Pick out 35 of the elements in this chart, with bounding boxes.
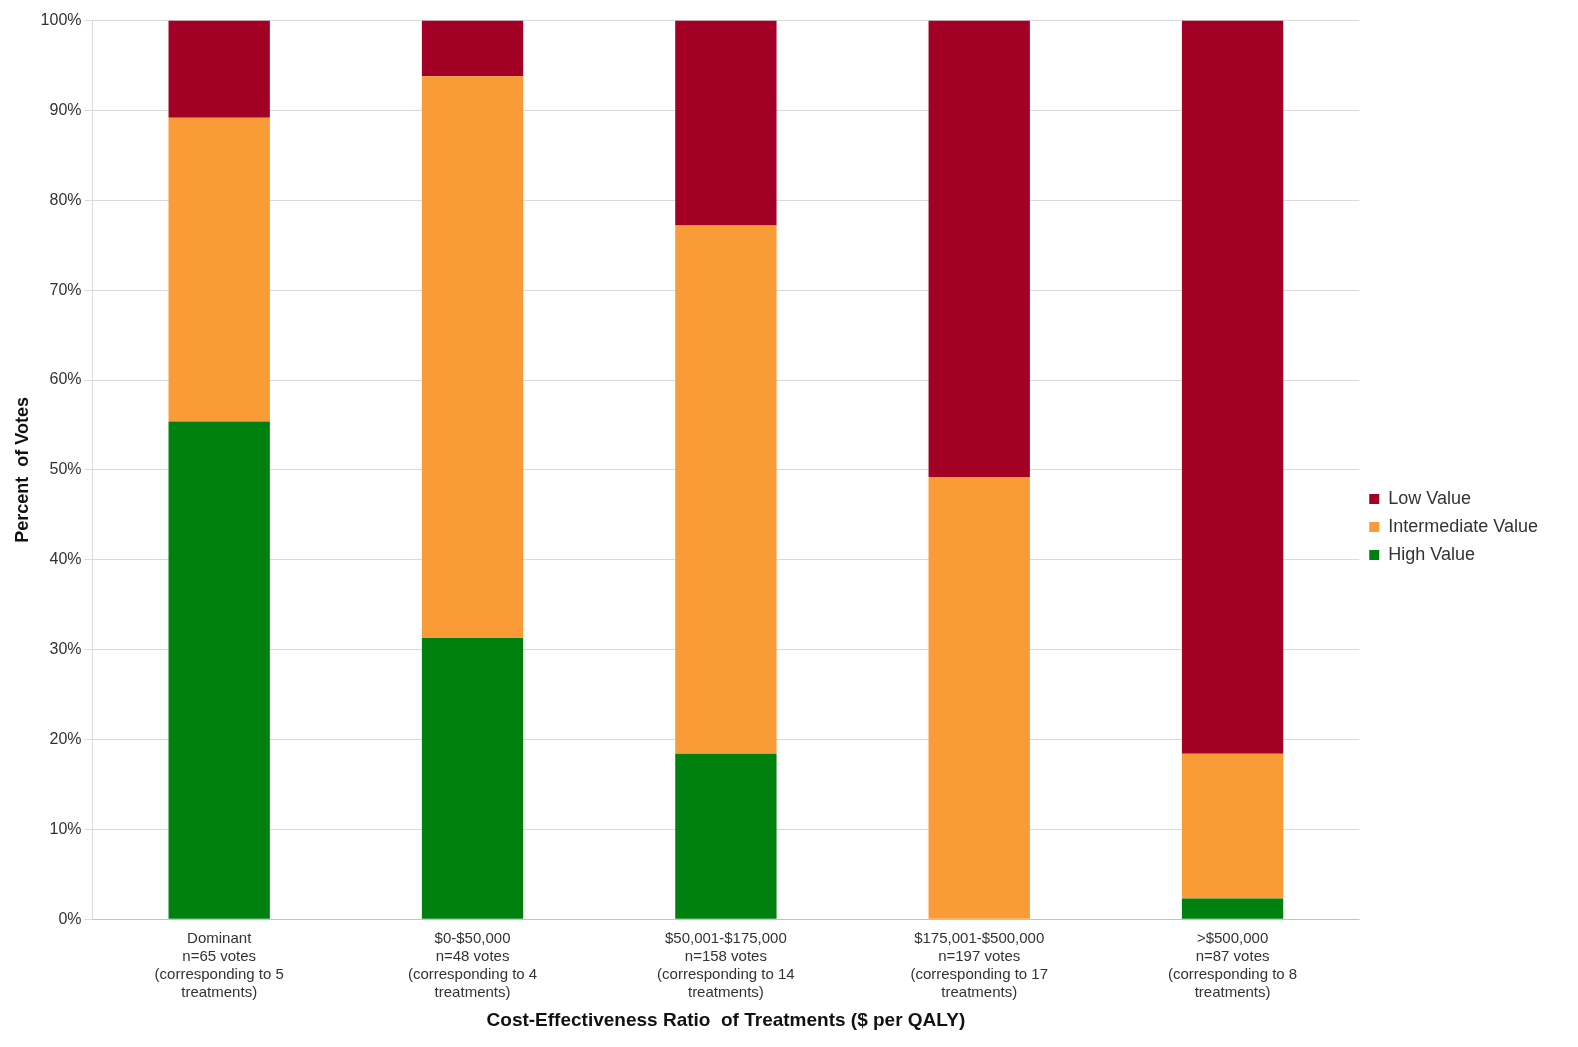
- y-tick-label: 90%: [49, 100, 82, 118]
- bar: [1181, 753, 1284, 899]
- bar: [421, 637, 524, 919]
- bar: [168, 117, 270, 422]
- bar: [928, 477, 1030, 919]
- y-tick-label: 40%: [49, 550, 82, 568]
- legend-label: Intermediate Value: [1388, 515, 1539, 536]
- bar: [1181, 898, 1284, 919]
- bar: [421, 76, 524, 638]
- y-tick-label: 50%: [49, 460, 82, 478]
- bar: [1181, 20, 1284, 754]
- x-tick-label: $0-$50,000 n=48 votes (corresponding to 4 treatments): [407, 929, 538, 1001]
- legend-label: Low Value: [1388, 487, 1471, 508]
- y-tick-label: 60%: [49, 370, 82, 388]
- x-tick-label: Dominant n=65 votes (corresponding to 5 treatments): [154, 929, 284, 1001]
- y-tick-label: 70%: [49, 280, 82, 298]
- x-axis-title: Cost-Effectiveness Ratio of Treatments ($ per QALY): [486, 1008, 966, 1030]
- bar: [168, 421, 270, 919]
- y-tick-label: 80%: [49, 190, 82, 208]
- y-tick-label: 0%: [58, 909, 82, 927]
- x-tick-label: $50,001-$175,000 n=158 votes (corresponding to 14 treatments): [657, 929, 795, 1001]
- legend-label: High Value: [1388, 543, 1475, 564]
- y-axis-title: Percent of Votes: [11, 397, 32, 543]
- bar: [168, 20, 270, 118]
- y-tick-label: 20%: [49, 729, 82, 747]
- y-tick-label: 30%: [49, 640, 82, 658]
- y-tick-label: 10%: [49, 819, 82, 837]
- y-tick-label: 100%: [40, 11, 82, 29]
- bar: [675, 225, 777, 754]
- bar: [675, 753, 777, 919]
- x-tick-label: >$500,000 n=87 votes (corresponding to 8 treatments): [1167, 929, 1298, 1001]
- x-tick-label: $175,001-$500,000 n=197 votes (corresponding to 17 treatments): [910, 929, 1049, 1001]
- bar: [928, 20, 1030, 478]
- bar: [675, 20, 777, 226]
- bar: [421, 20, 524, 77]
